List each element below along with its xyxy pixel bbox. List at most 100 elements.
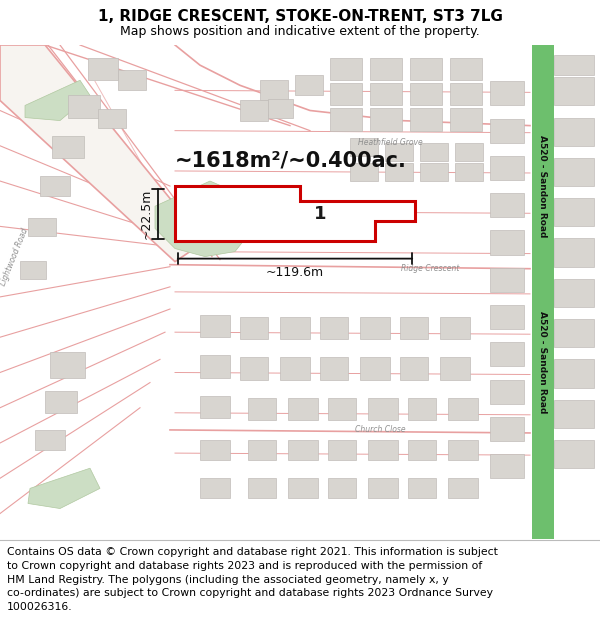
Bar: [28, 218, 56, 236]
Bar: [448, 440, 478, 460]
Bar: [554, 400, 594, 428]
Bar: [240, 101, 268, 121]
Bar: [240, 317, 268, 339]
Bar: [280, 357, 310, 379]
Bar: [490, 268, 524, 292]
Bar: [350, 138, 378, 156]
Bar: [288, 440, 318, 460]
Bar: [410, 83, 442, 106]
Text: ~22.5m: ~22.5m: [140, 189, 153, 239]
Bar: [118, 70, 146, 91]
Bar: [410, 109, 442, 131]
Bar: [385, 163, 413, 181]
Text: A520 - Sandon Road: A520 - Sandon Road: [539, 135, 548, 238]
Bar: [554, 198, 594, 226]
Bar: [35, 430, 65, 450]
Bar: [45, 391, 77, 412]
Bar: [200, 396, 230, 418]
Bar: [554, 55, 594, 75]
Text: Contains OS data © Crown copyright and database right 2021. This information is : Contains OS data © Crown copyright and d…: [7, 548, 498, 612]
Bar: [248, 398, 276, 420]
Bar: [490, 379, 524, 404]
Bar: [260, 80, 288, 101]
Bar: [328, 440, 356, 460]
Bar: [490, 119, 524, 142]
Bar: [330, 58, 362, 80]
Text: Heathfield Grove: Heathfield Grove: [358, 138, 422, 148]
Bar: [368, 440, 398, 460]
Bar: [400, 317, 428, 339]
Bar: [20, 261, 46, 279]
Bar: [368, 398, 398, 420]
Polygon shape: [25, 80, 90, 121]
Text: ~1618m²/~0.400ac.: ~1618m²/~0.400ac.: [175, 151, 407, 171]
Bar: [554, 239, 594, 267]
Bar: [248, 440, 276, 460]
Bar: [490, 305, 524, 329]
Bar: [360, 357, 390, 379]
Bar: [268, 99, 293, 118]
Bar: [320, 317, 348, 339]
Bar: [200, 478, 230, 499]
Text: 1, RIDGE CRESCENT, STOKE-ON-TRENT, ST3 7LG: 1, RIDGE CRESCENT, STOKE-ON-TRENT, ST3 7…: [98, 9, 502, 24]
Bar: [448, 398, 478, 420]
Bar: [240, 357, 268, 379]
Bar: [554, 118, 594, 146]
Bar: [490, 342, 524, 366]
Polygon shape: [0, 45, 205, 262]
Bar: [554, 359, 594, 388]
Bar: [448, 478, 478, 499]
Bar: [288, 398, 318, 420]
Bar: [52, 136, 84, 158]
Bar: [554, 319, 594, 348]
Text: Lightwood Road: Lightwood Road: [0, 226, 29, 287]
Bar: [68, 96, 100, 118]
Bar: [330, 109, 362, 131]
Bar: [455, 142, 483, 161]
Bar: [200, 315, 230, 338]
Bar: [450, 58, 482, 80]
Bar: [490, 454, 524, 478]
Bar: [554, 440, 594, 468]
Polygon shape: [155, 181, 255, 257]
Polygon shape: [175, 186, 415, 241]
Bar: [40, 176, 70, 196]
Bar: [50, 352, 85, 377]
Bar: [440, 357, 470, 379]
Bar: [88, 58, 118, 80]
Bar: [440, 317, 470, 339]
Bar: [554, 279, 594, 307]
Bar: [370, 109, 402, 131]
Bar: [455, 163, 483, 181]
Bar: [200, 356, 230, 377]
Bar: [420, 142, 448, 161]
Bar: [490, 417, 524, 441]
Bar: [280, 317, 310, 339]
Bar: [554, 158, 594, 186]
Bar: [490, 81, 524, 106]
Bar: [408, 440, 436, 460]
Bar: [532, 45, 554, 539]
Bar: [288, 478, 318, 499]
Bar: [490, 156, 524, 180]
Bar: [490, 193, 524, 218]
Text: Map shows position and indicative extent of the property.: Map shows position and indicative extent…: [120, 25, 480, 38]
Polygon shape: [28, 468, 100, 509]
Bar: [350, 163, 378, 181]
Bar: [98, 109, 126, 128]
Bar: [490, 231, 524, 254]
Bar: [368, 478, 398, 499]
Bar: [408, 478, 436, 499]
Bar: [450, 83, 482, 106]
Bar: [330, 83, 362, 106]
Bar: [295, 75, 323, 96]
Bar: [410, 58, 442, 80]
Bar: [320, 357, 348, 379]
Text: A520 - Sandon Road: A520 - Sandon Road: [539, 311, 548, 414]
Bar: [370, 58, 402, 80]
Text: ~119.6m: ~119.6m: [266, 266, 324, 279]
Bar: [370, 83, 402, 106]
Bar: [200, 440, 230, 460]
Bar: [554, 78, 594, 106]
Bar: [248, 478, 276, 499]
